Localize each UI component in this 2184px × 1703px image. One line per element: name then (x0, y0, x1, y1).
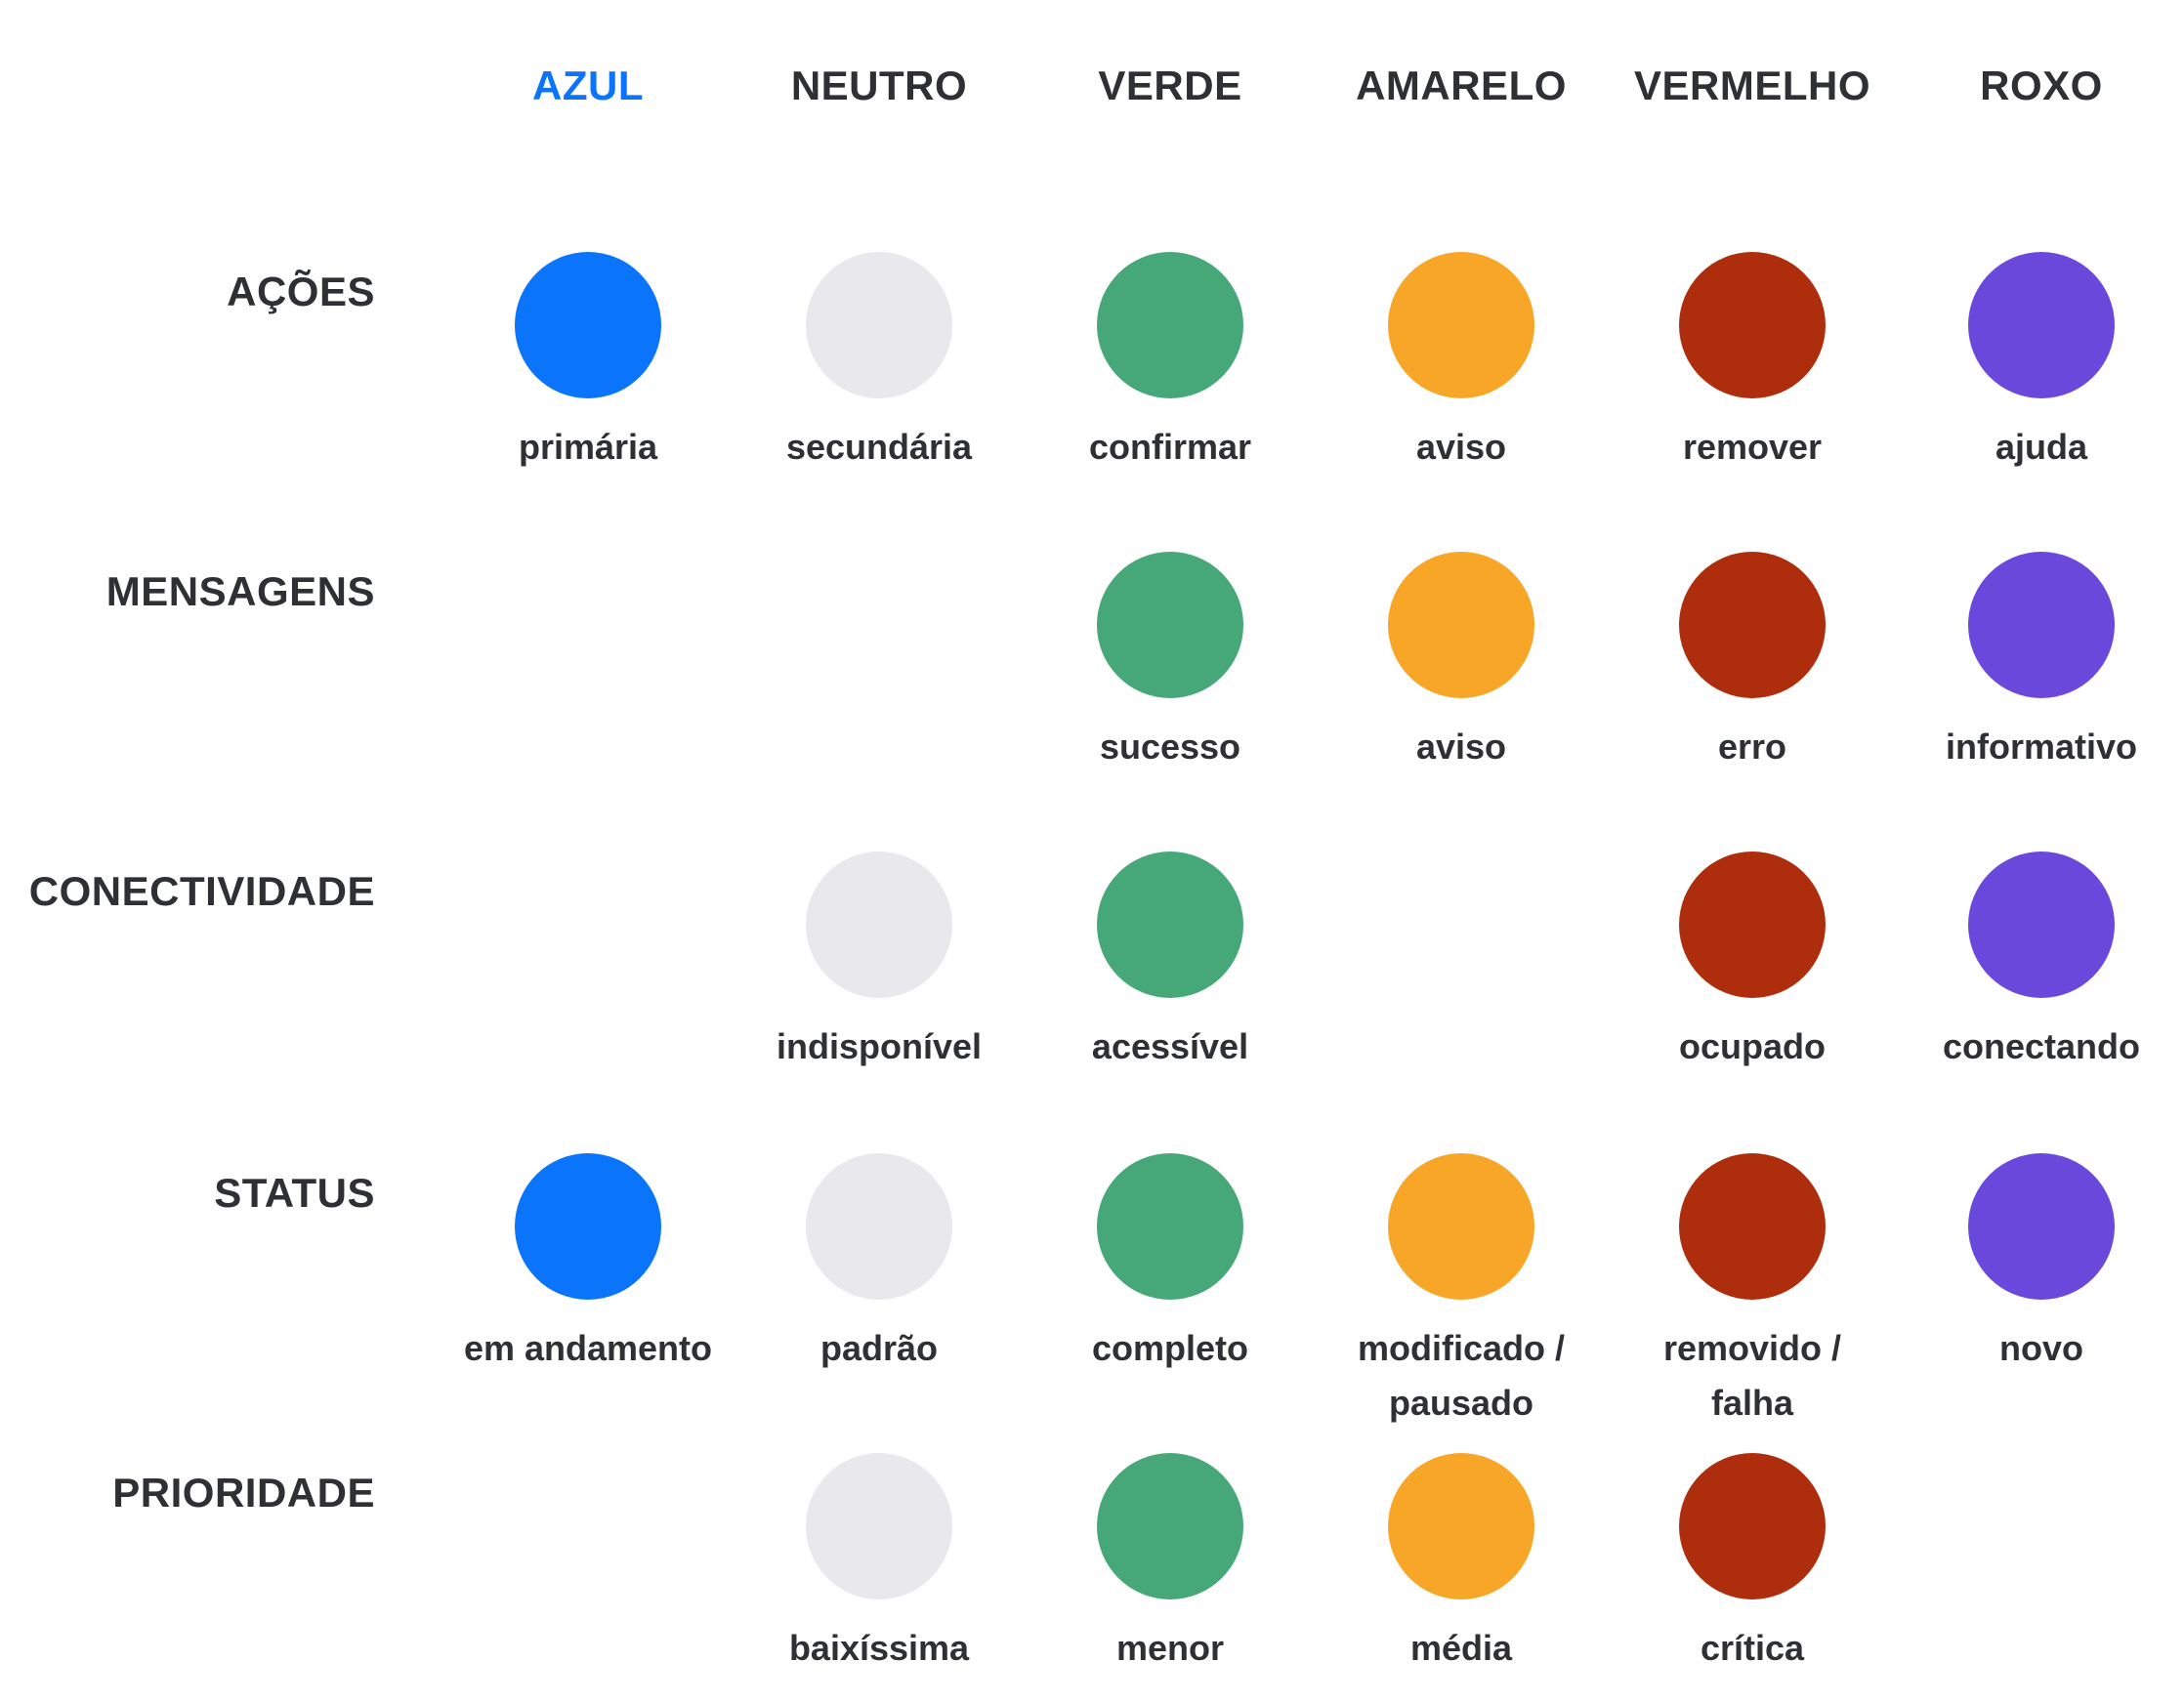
color-swatch-vermelho (1679, 1153, 1826, 1300)
swatch-label: aviso (1415, 727, 1507, 767)
swatch-label: em andamento (463, 1328, 713, 1368)
swatch-label: ajuda (1995, 427, 2088, 467)
swatch-label: padrão (819, 1328, 939, 1368)
swatch-label: primária (518, 427, 658, 467)
color-swatch-verde (1097, 1153, 1243, 1300)
swatch-label: indisponível (776, 1026, 983, 1066)
swatch-label: baixíssima (788, 1628, 970, 1668)
color-swatch-azul (515, 1153, 661, 1300)
column-header-vermelho: VERMELHO (1633, 62, 1870, 108)
swatch-label: confirmar (1088, 427, 1252, 467)
row-header-acoes: AÇÕES (227, 269, 375, 314)
color-swatch-amarelo (1388, 552, 1534, 698)
color-swatch-vermelho (1679, 852, 1826, 998)
color-swatch-vermelho (1679, 552, 1826, 698)
column-header-azul: AZUL (532, 62, 644, 108)
column-header-verde: VERDE (1098, 62, 1242, 108)
row-header-mensagens: MENSAGENS (105, 568, 375, 614)
color-swatch-neutro (806, 252, 952, 398)
swatch-label: novo (1999, 1328, 2083, 1368)
color-swatch-verde (1097, 852, 1243, 998)
row-header-conectividade: CONECTIVIDADE (28, 868, 375, 914)
row-header-status: STATUS (214, 1170, 375, 1216)
swatch-label: informativo (1945, 727, 2137, 767)
color-swatch-neutro (806, 1453, 952, 1599)
swatch-label: remover (1682, 427, 1823, 467)
color-swatch-verde (1097, 252, 1243, 398)
column-header-roxo: ROXO (1980, 62, 2103, 108)
swatch-label: removido / falha (1662, 1328, 1842, 1423)
color-swatch-neutro (806, 1153, 952, 1300)
color-swatch-roxo (1968, 1153, 2115, 1300)
color-swatch-amarelo (1388, 1453, 1534, 1599)
swatch-label: modificado / pausado (1357, 1328, 1565, 1423)
color-swatch-vermelho (1679, 252, 1826, 398)
color-swatch-amarelo (1388, 252, 1534, 398)
color-swatch-azul (515, 252, 661, 398)
swatch-label: crítica (1700, 1628, 1805, 1668)
swatch-label: sucesso (1099, 727, 1241, 767)
swatch-label: menor (1115, 1628, 1225, 1668)
swatch-label: média (1409, 1628, 1513, 1668)
column-header-amarelo: AMARELO (1356, 62, 1567, 108)
column-header-neutro: NEUTRO (790, 62, 968, 108)
swatch-label: completo (1091, 1328, 1248, 1368)
color-swatch-roxo (1968, 552, 2115, 698)
color-swatch-verde (1097, 552, 1243, 698)
swatch-label: erro (1717, 727, 1787, 767)
swatch-label: conectando (1942, 1026, 2141, 1066)
row-header-prioridade: PRIORIDADE (112, 1470, 375, 1516)
color-swatch-vermelho (1679, 1453, 1826, 1599)
color-swatch-amarelo (1388, 1153, 1534, 1300)
swatch-label: ocupado (1679, 1026, 1826, 1066)
swatch-label: acessível (1091, 1026, 1249, 1066)
swatch-label: aviso (1415, 427, 1507, 467)
color-swatch-roxo (1968, 252, 2115, 398)
swatch-label: secundária (785, 427, 973, 467)
color-swatch-verde (1097, 1453, 1243, 1599)
color-swatch-roxo (1968, 852, 2115, 998)
color-swatch-neutro (806, 852, 952, 998)
